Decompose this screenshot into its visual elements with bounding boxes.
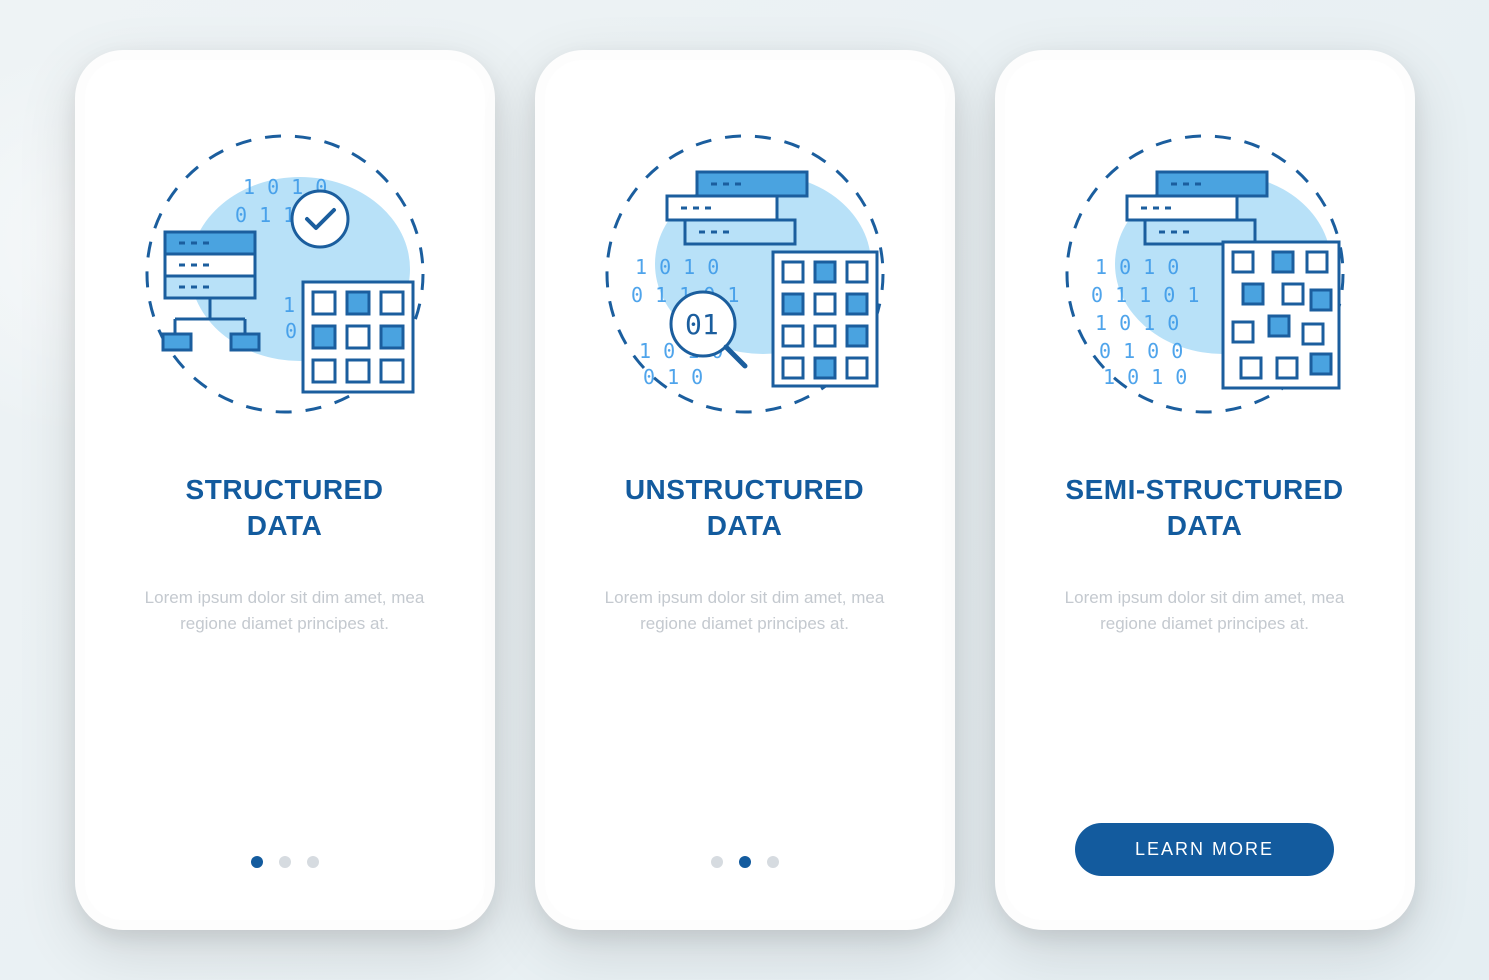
screen-title: SEMI-STRUCTURED DATA	[1065, 472, 1343, 545]
dot-inactive[interactable]	[711, 856, 723, 868]
svg-text:1 0 1 0: 1 0 1 0	[1095, 255, 1179, 279]
semi-structured-data-icon: 1 0 1 0 0 1 1 0 1 1 0 1 0 0 1 0 0 1 0 1 …	[1055, 124, 1355, 424]
svg-text:1 0 1 0: 1 0 1 0	[1095, 311, 1179, 335]
onboarding-phone-structured: 1 0 1 0 0 1 1 0 1 1 0 1 0 1 0 1	[75, 50, 495, 930]
dot-inactive[interactable]	[307, 856, 319, 868]
screen-title: UNSTRUCTURED DATA	[625, 472, 864, 545]
screen-body: Lorem ipsum dolor sit dim amet, mea regi…	[135, 585, 435, 638]
dot-active[interactable]	[739, 856, 751, 868]
dot-inactive[interactable]	[279, 856, 291, 868]
learn-more-button[interactable]: LEARN MORE	[1075, 823, 1334, 876]
structured-data-icon: 1 0 1 0 0 1 1 0 1 1 0 1 0 1 0 1	[135, 124, 435, 424]
page-dots	[251, 856, 319, 868]
onboarding-phone-semi-structured: 1 0 1 0 0 1 1 0 1 1 0 1 0 0 1 0 0 1 0 1 …	[995, 50, 1415, 930]
screen-title: STRUCTURED DATA	[186, 472, 384, 545]
svg-text:0 1 0 0: 0 1 0 0	[1099, 339, 1183, 363]
svg-text:0 1 0: 0 1 0	[643, 365, 703, 389]
dot-active[interactable]	[251, 856, 263, 868]
screen-body: Lorem ipsum dolor sit dim amet, mea regi…	[595, 585, 895, 638]
dot-inactive[interactable]	[767, 856, 779, 868]
svg-text:0 1 1 0 1: 0 1 1 0 1	[1091, 283, 1199, 307]
svg-text:01: 01	[685, 308, 719, 341]
screen-body: Lorem ipsum dolor sit dim amet, mea regi…	[1055, 585, 1355, 638]
unstructured-data-icon: 1 0 1 0 0 1 1 0 1 1 0 1 0 0 1 0 01	[595, 124, 895, 424]
onboarding-phone-unstructured: 1 0 1 0 0 1 1 0 1 1 0 1 0 0 1 0 01	[535, 50, 955, 930]
svg-text:1 0 1 0: 1 0 1 0	[635, 255, 719, 279]
page-dots	[711, 856, 779, 868]
svg-text:1 0 1 0: 1 0 1 0	[1103, 365, 1187, 389]
